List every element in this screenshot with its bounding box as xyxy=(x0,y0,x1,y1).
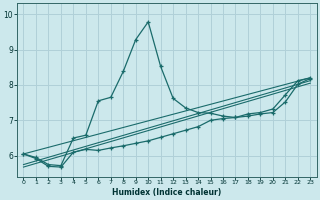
X-axis label: Humidex (Indice chaleur): Humidex (Indice chaleur) xyxy=(112,188,221,197)
